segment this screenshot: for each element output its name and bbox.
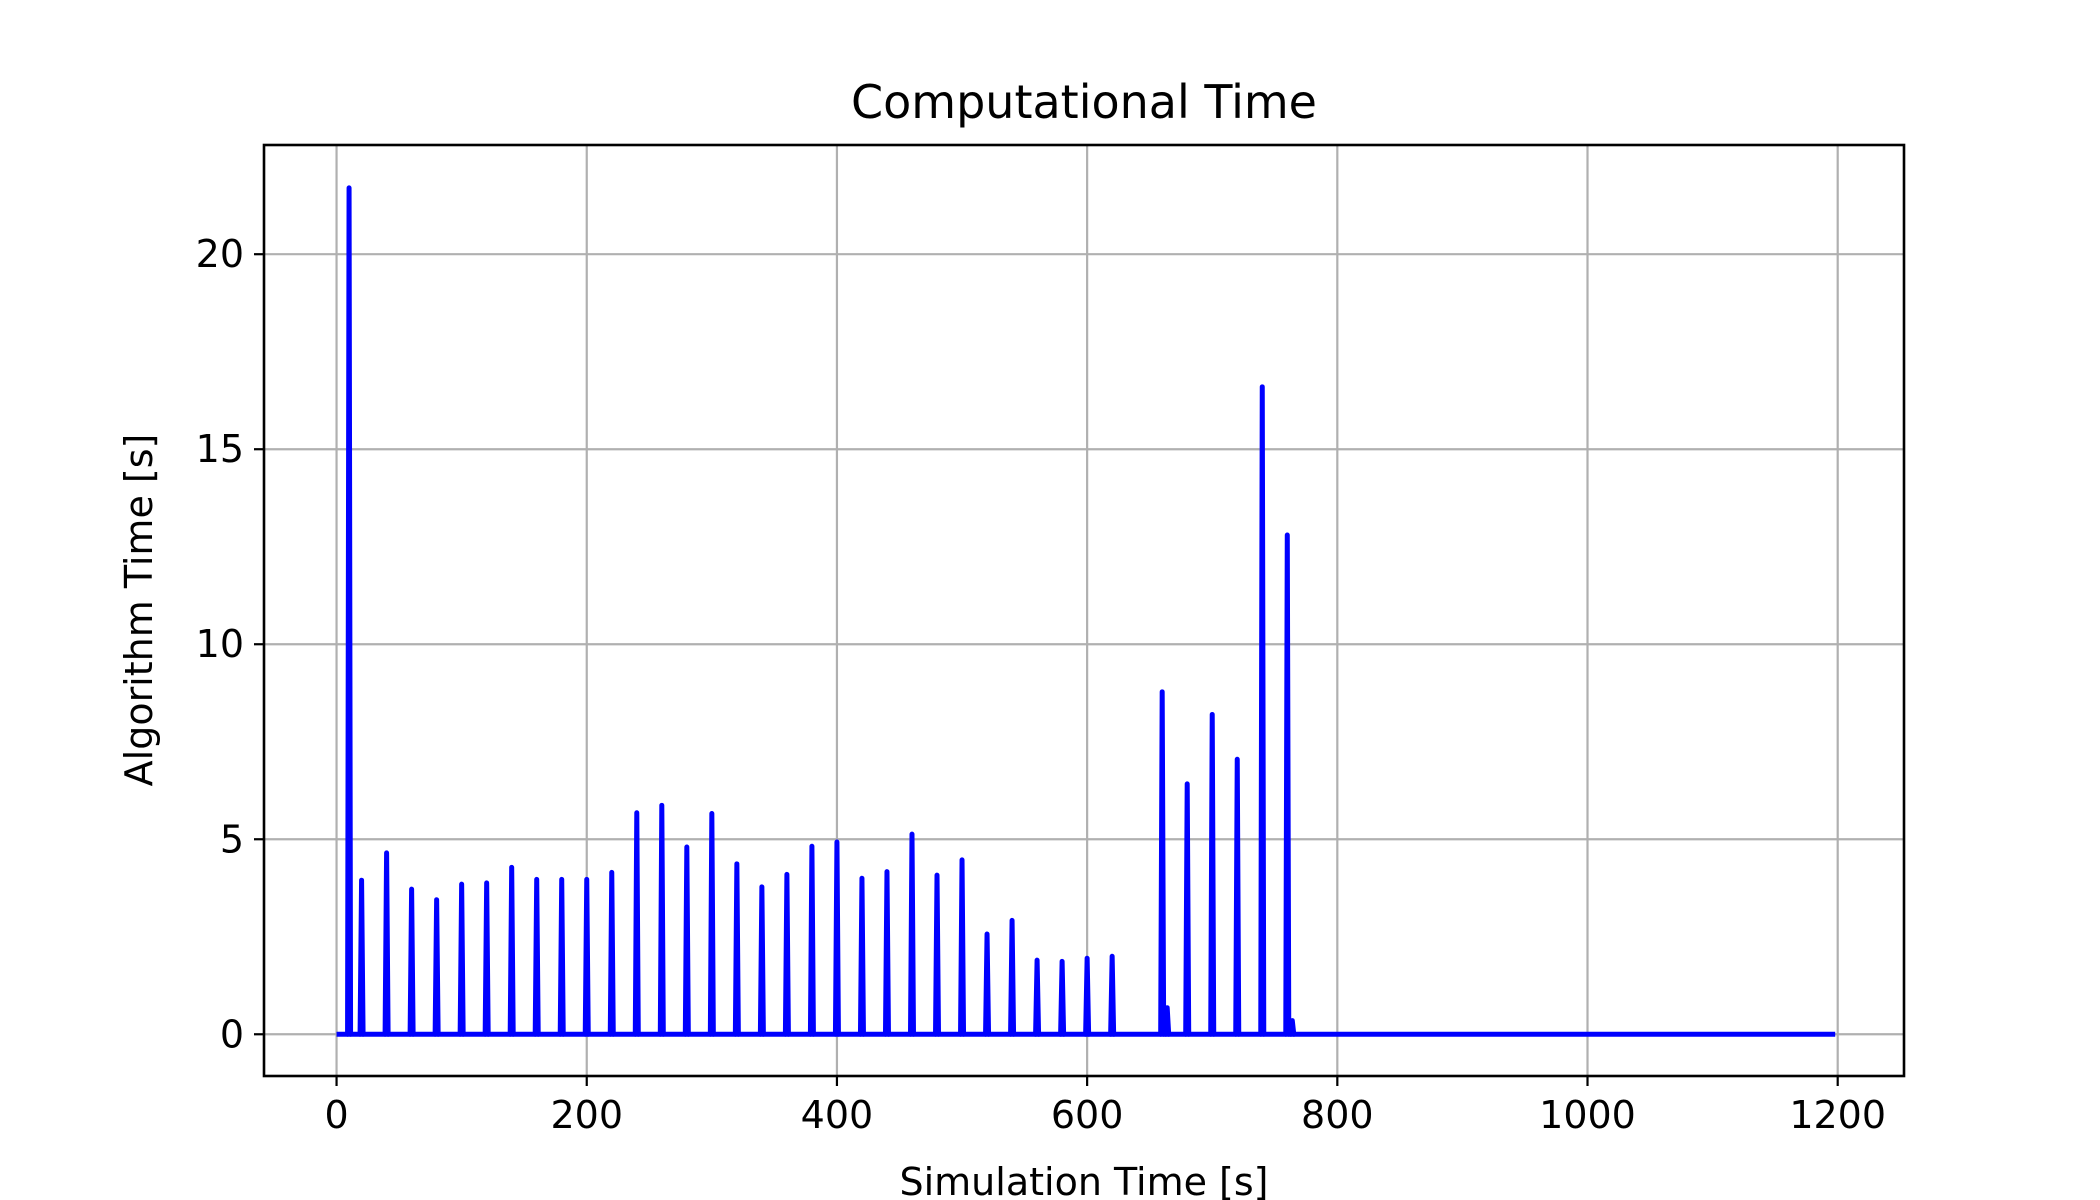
- y-tick-label: 10: [196, 622, 244, 666]
- y-tick-label: 15: [196, 427, 244, 471]
- data-spike: [507, 864, 516, 1037]
- x-tick-label: 400: [801, 1093, 874, 1137]
- data-spike: [432, 897, 441, 1037]
- data-spike: [457, 881, 466, 1037]
- data-spike: [1208, 711, 1217, 1037]
- ticks: 0 200 400 600 800 1000 1200 0 5 10 15 20: [196, 232, 1886, 1137]
- data-spike: [857, 875, 866, 1037]
- data-spike: [345, 185, 354, 1037]
- data-spike: [832, 839, 841, 1037]
- data-spike: [1163, 1005, 1172, 1037]
- data-spike: [907, 831, 916, 1037]
- x-tick-label: 200: [550, 1093, 623, 1137]
- chart-title: Computational Time: [851, 75, 1317, 129]
- y-tick-label: 5: [220, 817, 244, 861]
- data-series: [336, 185, 1836, 1037]
- plot-frame: [262, 143, 1906, 1078]
- x-tick-label: 600: [1051, 1093, 1124, 1137]
- data-spike: [607, 869, 616, 1037]
- data-spike: [882, 869, 891, 1037]
- data-spike: [482, 880, 491, 1037]
- data-spike: [1233, 756, 1242, 1037]
- y-axis-label: Algorithm Time [s]: [117, 434, 161, 787]
- data-spike: [983, 931, 992, 1037]
- data-spike: [782, 871, 791, 1037]
- data-spike: [807, 843, 816, 1037]
- data-spike: [732, 861, 741, 1037]
- data-spike: [582, 876, 591, 1037]
- x-tick-label: 1000: [1539, 1093, 1636, 1137]
- data-spike: [407, 886, 416, 1037]
- x-tick-label: 0: [324, 1093, 348, 1137]
- data-spike: [1283, 532, 1292, 1037]
- data-spike: [1083, 955, 1092, 1037]
- data-spike: [707, 811, 716, 1037]
- data-spike: [632, 810, 641, 1037]
- data-spike: [557, 876, 566, 1037]
- data-spike: [657, 802, 666, 1037]
- data-spike: [1258, 384, 1267, 1037]
- data-spike: [958, 857, 967, 1037]
- y-tick-label: 20: [196, 232, 244, 276]
- data-spike: [933, 872, 942, 1037]
- data-spike: [382, 850, 391, 1037]
- x-tick-label: 800: [1301, 1093, 1374, 1137]
- data-spike: [1183, 781, 1192, 1037]
- data-spike: [357, 877, 366, 1037]
- data-spike: [1158, 689, 1167, 1037]
- x-axis-label: Simulation Time [s]: [899, 1160, 1268, 1200]
- data-spike: [1008, 917, 1017, 1037]
- data-spike: [1058, 958, 1067, 1037]
- x-tick-label: 1200: [1789, 1093, 1886, 1137]
- y-tick-label: 0: [220, 1012, 244, 1056]
- data-spike: [1108, 953, 1117, 1037]
- data-spike: [1033, 957, 1042, 1037]
- data-spike: [532, 876, 541, 1037]
- data-spike: [1288, 1018, 1297, 1037]
- data-spike: [682, 844, 691, 1037]
- data-spike: [757, 884, 766, 1037]
